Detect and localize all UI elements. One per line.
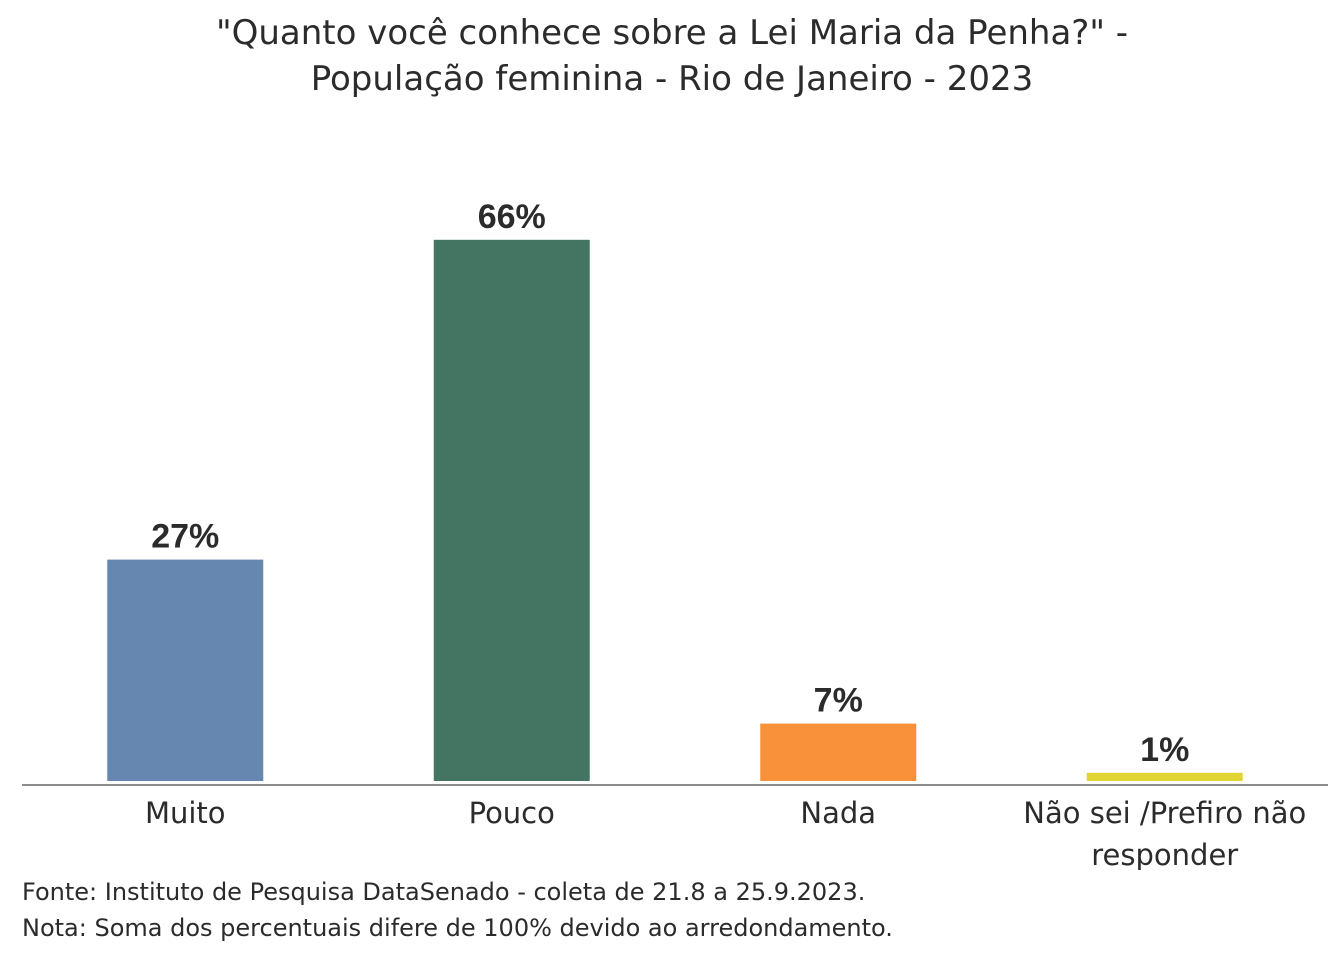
bar-3 <box>1086 772 1243 781</box>
bar-chart: 27% Muito 66% Pouco 7% Nada 1% Não sei /Prefiro… <box>22 198 1328 870</box>
chart-title-line-2: População feminina - Rio de Janeiro - 20… <box>310 59 1034 99</box>
category-label-1: Pouco <box>469 796 555 830</box>
category-label-2: Nada <box>800 796 876 830</box>
bar-value-label-1: 66% <box>478 198 546 236</box>
bar-value-label-3: 1% <box>1140 731 1189 769</box>
chart-title-line-1: "Quanto você conhece sobre a Lei Maria d… <box>215 13 1129 53</box>
bar-value-label-0: 27% <box>151 518 219 556</box>
category-label-0: Muito <box>145 796 226 830</box>
bar-value-label-2: 7% <box>814 682 863 720</box>
bar-0 <box>107 559 264 781</box>
category-label-3-line-0: Não sei /Prefiro não <box>1023 796 1306 830</box>
rounding-note: Nota: Soma dos percentuais difere de 100… <box>22 914 893 942</box>
bar-2 <box>760 723 917 781</box>
chart-title: "Quanto você conhece sobre a Lei Maria d… <box>0 10 1344 102</box>
chart-footer: Fonte: Instituto de Pesquisa DataSenado … <box>22 874 893 946</box>
category-label-3-line-1: responder <box>1091 838 1238 870</box>
source-note: Fonte: Instituto de Pesquisa DataSenado … <box>22 878 866 906</box>
bar-1 <box>433 239 590 782</box>
